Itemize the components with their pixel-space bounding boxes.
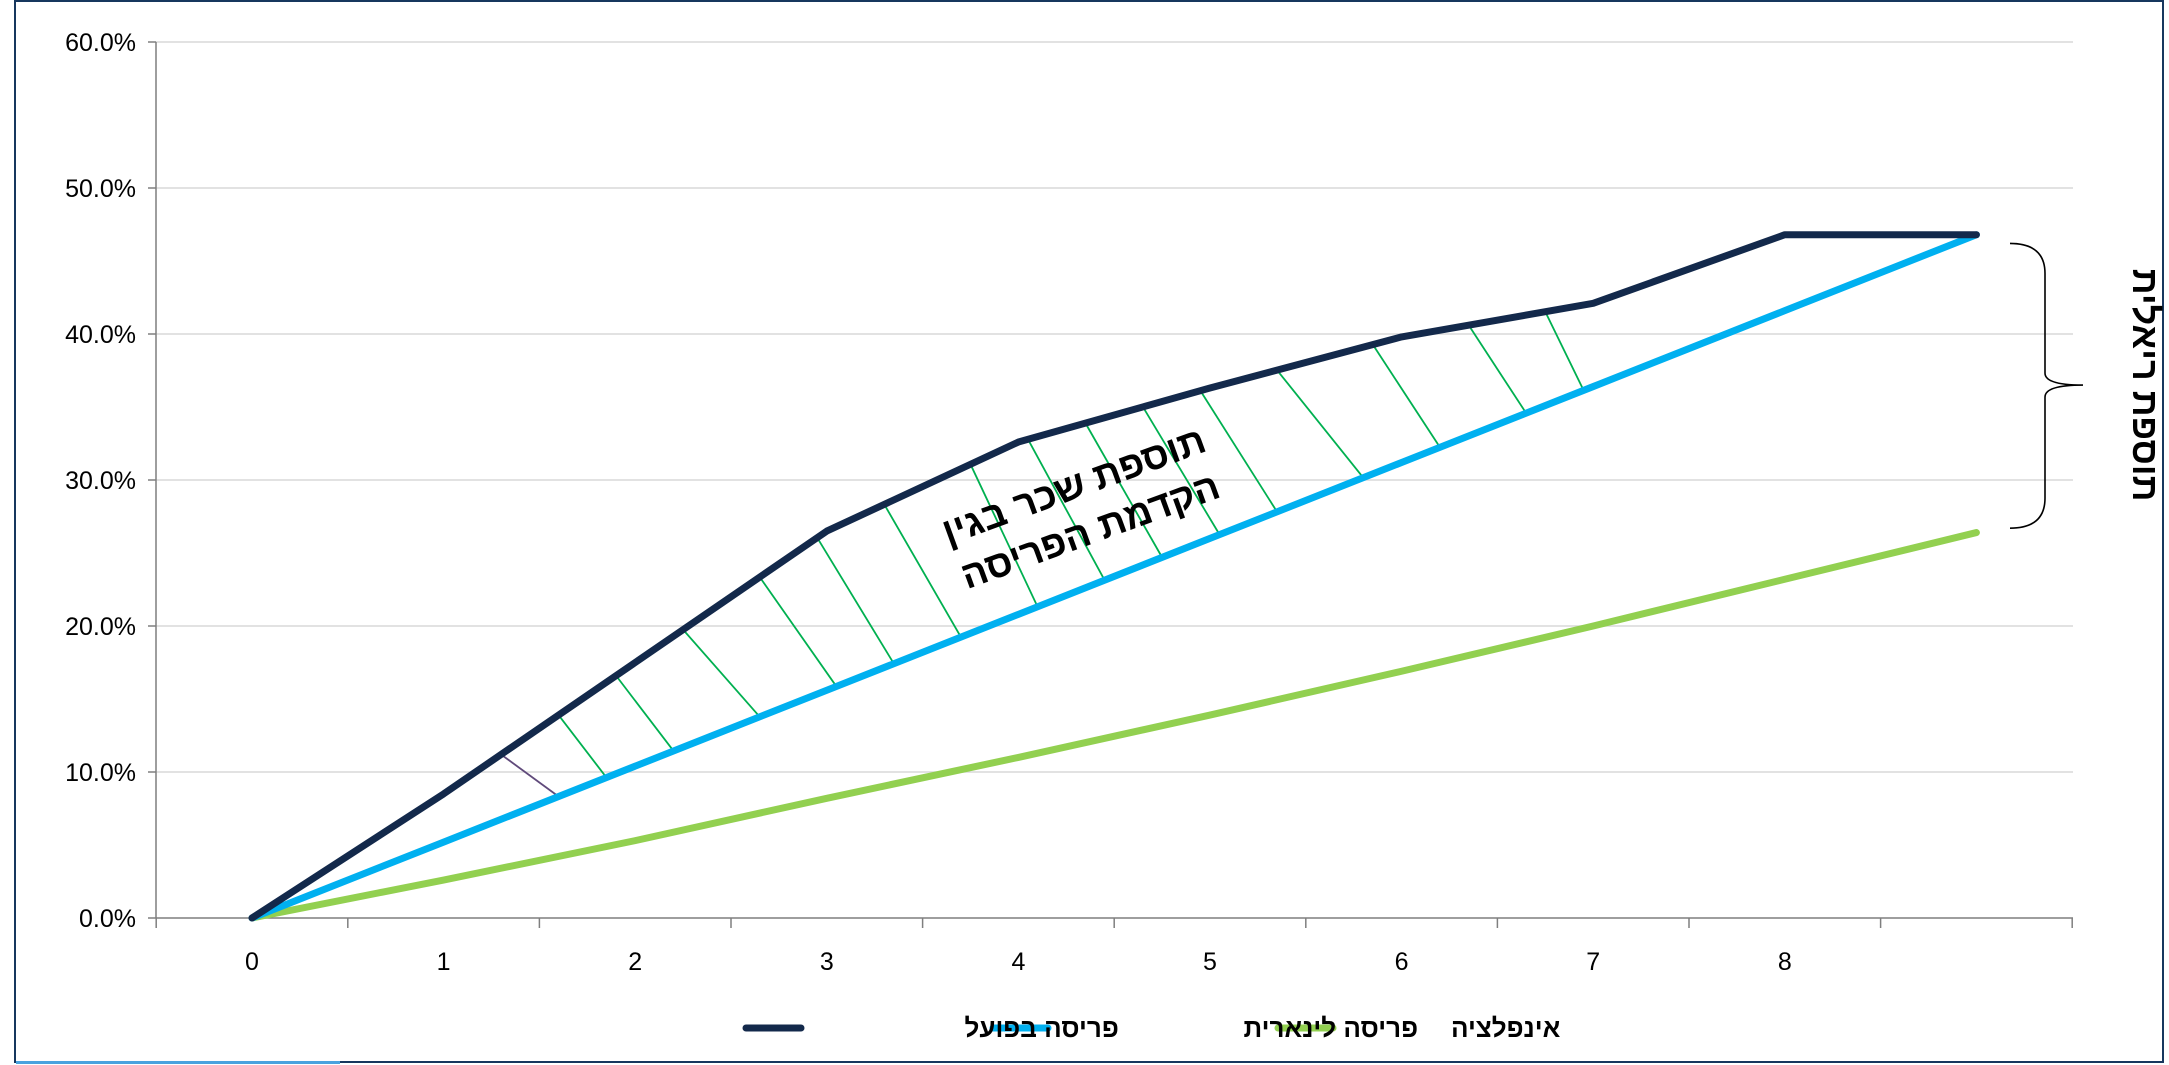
hatch-line bbox=[816, 537, 895, 665]
hatch-line bbox=[557, 714, 608, 779]
x-tick-label: 3 bbox=[820, 948, 834, 976]
series-line bbox=[248, 231, 1980, 922]
legend-label: פריסה בפועל bbox=[965, 1013, 1119, 1043]
y-tick-label: 50.0% bbox=[65, 175, 136, 203]
hatch-line bbox=[1372, 344, 1441, 448]
series-line bbox=[248, 231, 1980, 922]
hatch-line bbox=[1027, 438, 1106, 581]
series-line bbox=[248, 529, 1980, 922]
x-tick-label: 6 bbox=[1395, 948, 1409, 976]
x-tick-label: 2 bbox=[628, 948, 642, 976]
x-tick-label: 0 bbox=[245, 948, 259, 976]
hatch-line bbox=[615, 675, 675, 752]
hatch-line bbox=[1084, 422, 1163, 558]
bracket-label: תוספת ריאלית bbox=[2125, 269, 2166, 502]
hatch-line bbox=[1276, 369, 1364, 479]
legend-label: אינפלציה bbox=[1451, 1013, 1561, 1043]
hatch-line bbox=[759, 576, 838, 687]
y-tick-label: 10.0% bbox=[65, 759, 136, 787]
legend-label: פריסה לינארית bbox=[1244, 1013, 1419, 1043]
hatch-line bbox=[1142, 406, 1221, 536]
x-tick-label: 8 bbox=[1778, 948, 1792, 976]
y-tick-label: 40.0% bbox=[65, 321, 136, 349]
hatch-line bbox=[969, 463, 1039, 608]
hatch-line bbox=[1467, 324, 1527, 414]
x-tick-label: 7 bbox=[1586, 948, 1600, 976]
y-tick-label: 60.0% bbox=[65, 29, 136, 57]
bracket bbox=[2009, 242, 2084, 529]
x-tick-label: 1 bbox=[437, 948, 451, 976]
hatch-line bbox=[500, 753, 560, 798]
y-tick-label: 20.0% bbox=[65, 613, 136, 641]
hatch-line bbox=[883, 503, 962, 638]
hatch-line bbox=[1544, 311, 1585, 391]
hatch-line bbox=[1199, 390, 1278, 513]
x-tick-label: 4 bbox=[1011, 948, 1025, 976]
scrollbar-hint bbox=[16, 1061, 340, 1064]
y-tick-label: 0.0% bbox=[79, 905, 136, 933]
chart-frame bbox=[14, 0, 2164, 1063]
y-tick-label: 30.0% bbox=[65, 467, 136, 495]
hatch-line bbox=[682, 629, 761, 718]
x-tick-label: 5 bbox=[1203, 948, 1217, 976]
